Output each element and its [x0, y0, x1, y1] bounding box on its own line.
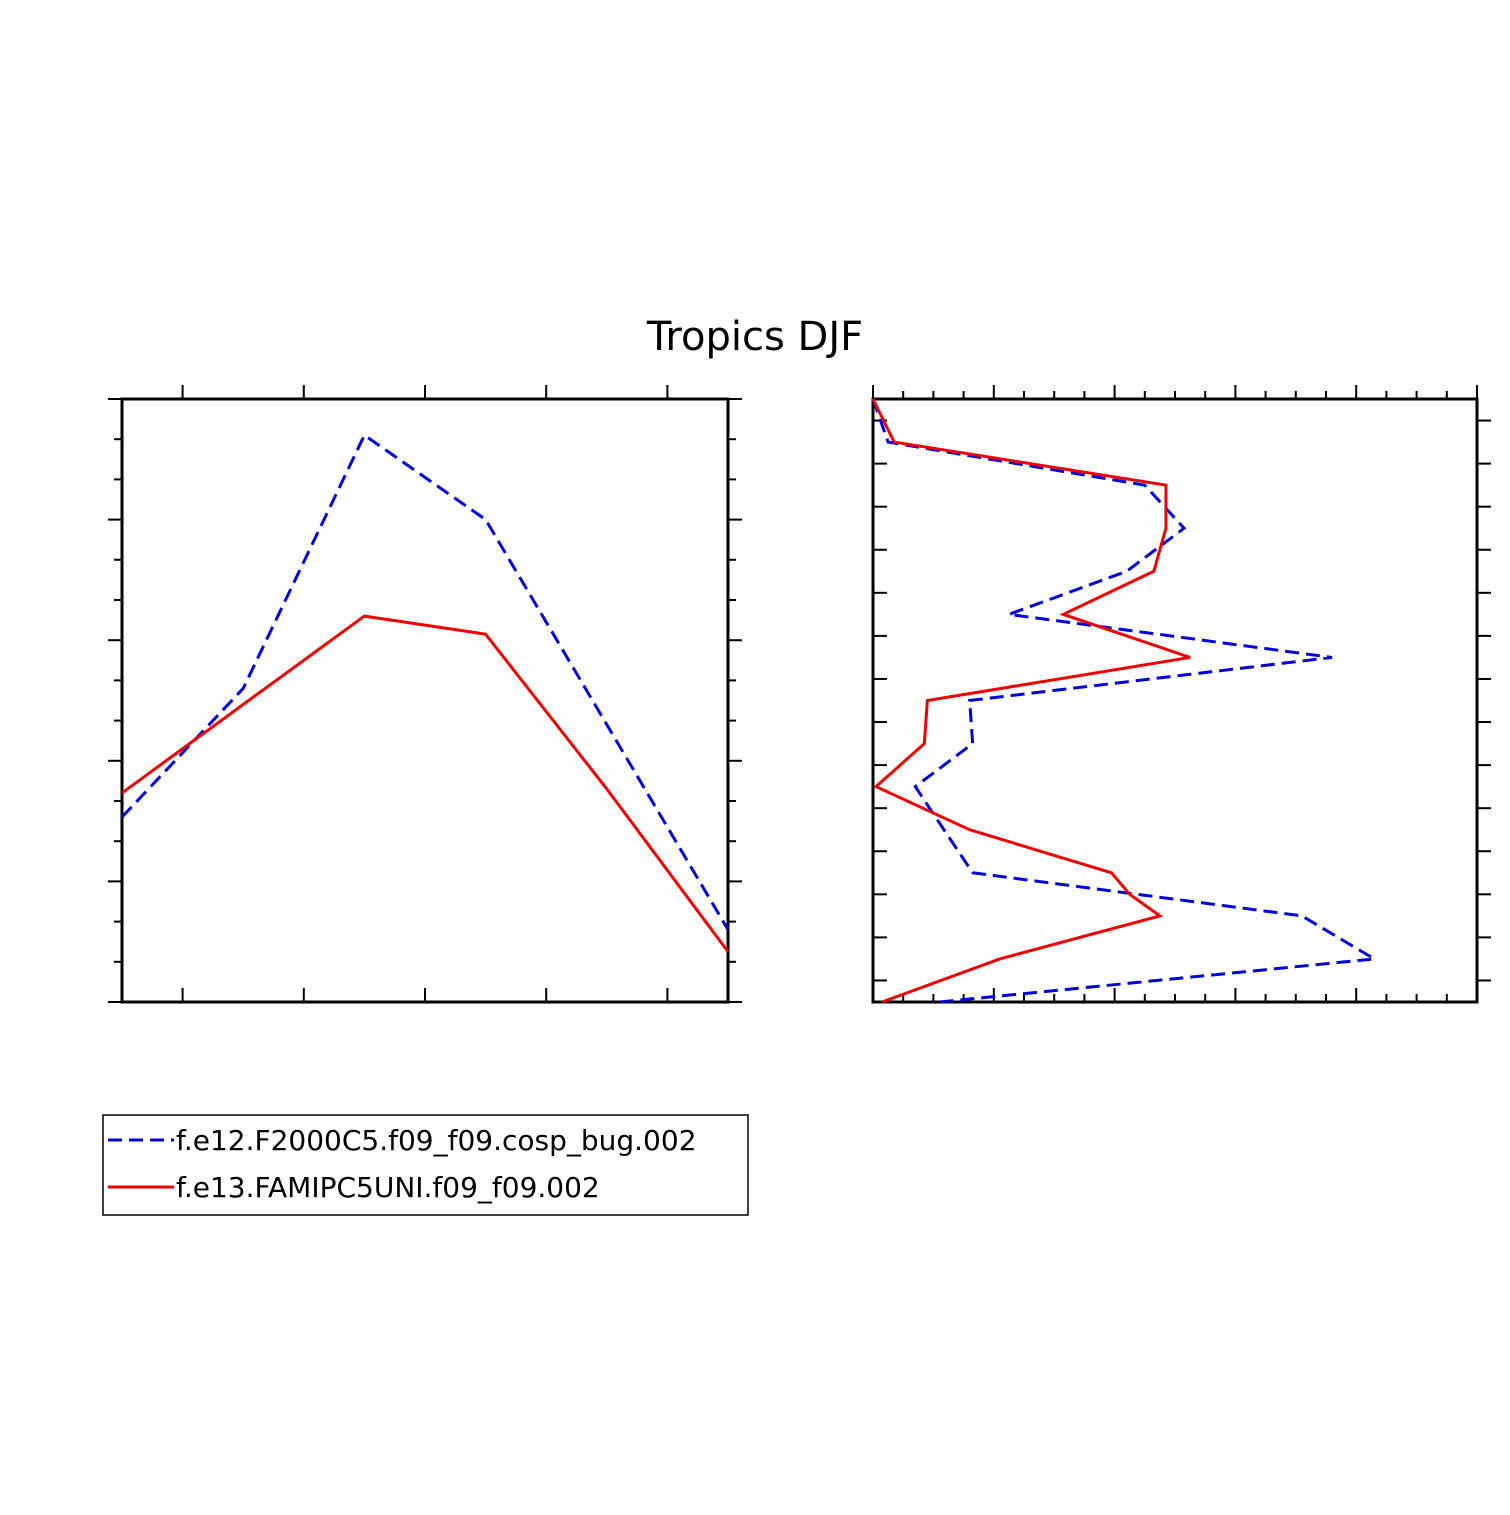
right-plot	[871, 385, 1491, 1004]
right-series-line-blue	[871, 398, 1380, 1004]
left-plot-frame	[120, 397, 730, 1004]
legend-frame	[102, 1114, 749, 1216]
legend-label-blue: f.e12.F2000C5.f09_f09.cosp_bug.002	[176, 1124, 697, 1157]
figure-title: Tropics DJF	[646, 314, 863, 360]
right-plot-frame	[871, 397, 1479, 1004]
left-series-line-red	[121, 614, 730, 953]
legend-label-red: f.e13.FAMIPC5UNI.f09_f09.002	[176, 1171, 600, 1204]
left-plot	[108, 385, 742, 1004]
right-series-line-red	[871, 398, 1191, 1004]
left-series-line-blue	[120, 432, 730, 931]
legend: f.e12.F2000C5.f09_f09.cosp_bug.002 f.e13…	[102, 1114, 749, 1216]
